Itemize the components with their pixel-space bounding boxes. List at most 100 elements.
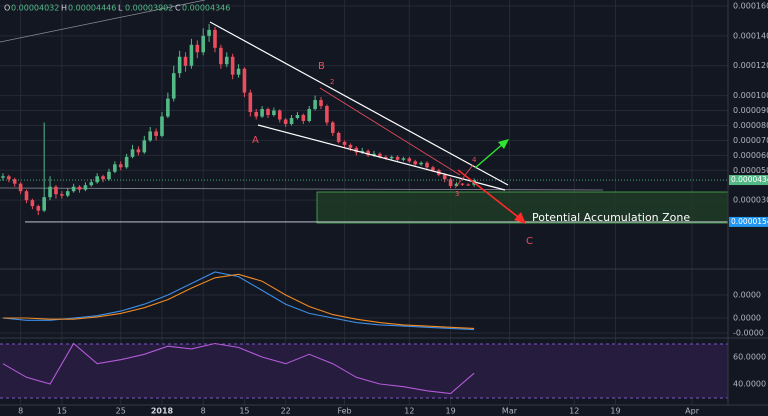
arrow-up	[474, 142, 505, 169]
arrow-down	[457, 169, 523, 221]
y-tick-label: 0.00005000	[733, 166, 768, 175]
candle-body	[118, 164, 123, 168]
candle-body	[142, 140, 147, 153]
candle-body	[219, 47, 223, 65]
indicator-line	[2, 342, 475, 395]
arrow-head	[514, 212, 526, 224]
header-value: 0.00003902	[125, 4, 173, 13]
candle-body	[289, 118, 294, 124]
candle-body	[30, 200, 35, 207]
candle-body	[124, 156, 129, 168]
candle-body	[130, 149, 135, 157]
annotation: C	[526, 236, 533, 247]
annotation: B	[318, 61, 325, 72]
indicator-line	[2, 271, 475, 331]
candle-body	[83, 185, 88, 190]
candle-body	[383, 156, 388, 159]
y-tick-label: 0.00010000	[733, 91, 768, 100]
candle-body	[283, 119, 288, 124]
candle-body	[42, 197, 46, 211]
y-tick-label: 0.00016000	[733, 1, 768, 10]
candle-body	[354, 147, 359, 153]
header-value: 0.00004032	[11, 4, 59, 13]
candle-body	[307, 109, 312, 121]
candle-body	[454, 183, 459, 186]
candle-body	[1, 176, 5, 178]
candle-body	[18, 183, 23, 192]
arrow-head	[498, 139, 509, 149]
y-tick-label: 0.0000	[733, 291, 761, 300]
candle-body	[313, 100, 317, 110]
candle-body	[77, 186, 82, 190]
header-value: 0.00004346	[182, 4, 230, 13]
candle-body	[254, 112, 259, 117]
annotation: 4	[472, 156, 477, 164]
candle-body	[372, 153, 376, 156]
candle-body	[160, 116, 164, 136]
candle-body	[319, 100, 323, 107]
candle-body	[171, 73, 176, 99]
x-tick-label: 15	[57, 407, 67, 416]
candle-body	[101, 176, 105, 180]
last-price-label: 0.00004346	[731, 175, 768, 184]
candle-body	[301, 115, 306, 121]
candle-body	[154, 131, 158, 136]
y-tick-label: 0.00008000	[733, 121, 768, 130]
header-label: O	[4, 4, 10, 13]
x-tick-label: 25	[116, 407, 126, 416]
y-tick-label: 0.00006000	[733, 151, 768, 160]
y-tick-label: 0.00009000	[733, 106, 768, 115]
candle-body	[419, 162, 423, 165]
candle-body	[71, 186, 76, 192]
candle-body	[442, 174, 447, 180]
candle-body	[342, 141, 347, 145]
y-tick-label: 60.0000	[733, 352, 766, 361]
header-label: H	[61, 4, 67, 13]
annotation: 3	[455, 190, 459, 198]
candle-body	[12, 179, 17, 184]
x-tick-label: Feb	[337, 407, 351, 416]
candle-body	[236, 68, 241, 75]
candle-body	[401, 158, 406, 160]
candle-body	[60, 194, 64, 196]
candle-body	[448, 179, 453, 186]
annotation: 2	[330, 78, 334, 86]
wave-line	[454, 164, 474, 189]
candle-body	[195, 44, 200, 53]
candle-body	[54, 186, 58, 195]
candle-body	[242, 68, 247, 93]
candle-body	[360, 150, 365, 153]
price-line-label: 0.00001541	[731, 217, 768, 226]
wedge-upper	[209, 21, 509, 186]
candle-body	[201, 35, 206, 53]
candle-body	[336, 132, 341, 142]
candle-body	[272, 110, 276, 116]
candle-body	[266, 109, 270, 116]
indicator-line	[2, 273, 475, 329]
candle-body	[183, 56, 188, 66]
last-price-box	[729, 175, 768, 186]
x-tick-label: 22	[281, 407, 291, 416]
x-tick-label: Mar	[502, 407, 518, 416]
candle-body	[466, 184, 471, 186]
x-tick-label: 12	[569, 407, 579, 416]
candle-body	[230, 56, 235, 75]
candle-body	[413, 161, 418, 165]
candle-body	[189, 44, 194, 66]
header-label: L	[118, 4, 123, 13]
x-tick-label: 2018	[151, 407, 174, 416]
rsi-band	[0, 344, 728, 398]
candle-body	[136, 149, 141, 153]
y-tick-label: 0.00012000	[733, 61, 768, 70]
y-tick-label: -0.0000	[733, 329, 764, 338]
candle-body	[48, 186, 52, 198]
y-tick-label: 0.00003000	[733, 196, 768, 205]
candle-body	[36, 206, 41, 211]
labels: 8 15 25 2018 8 15 22 Feb 12 19 Mar 12 19 Apr 0.0001600…	[4, 1, 768, 416]
candle-body	[224, 56, 229, 65]
trend-line	[0, 0, 206, 43]
candle-body	[107, 171, 111, 180]
candle-body	[366, 150, 370, 156]
candle-body	[166, 98, 170, 117]
candle-body	[389, 156, 394, 159]
